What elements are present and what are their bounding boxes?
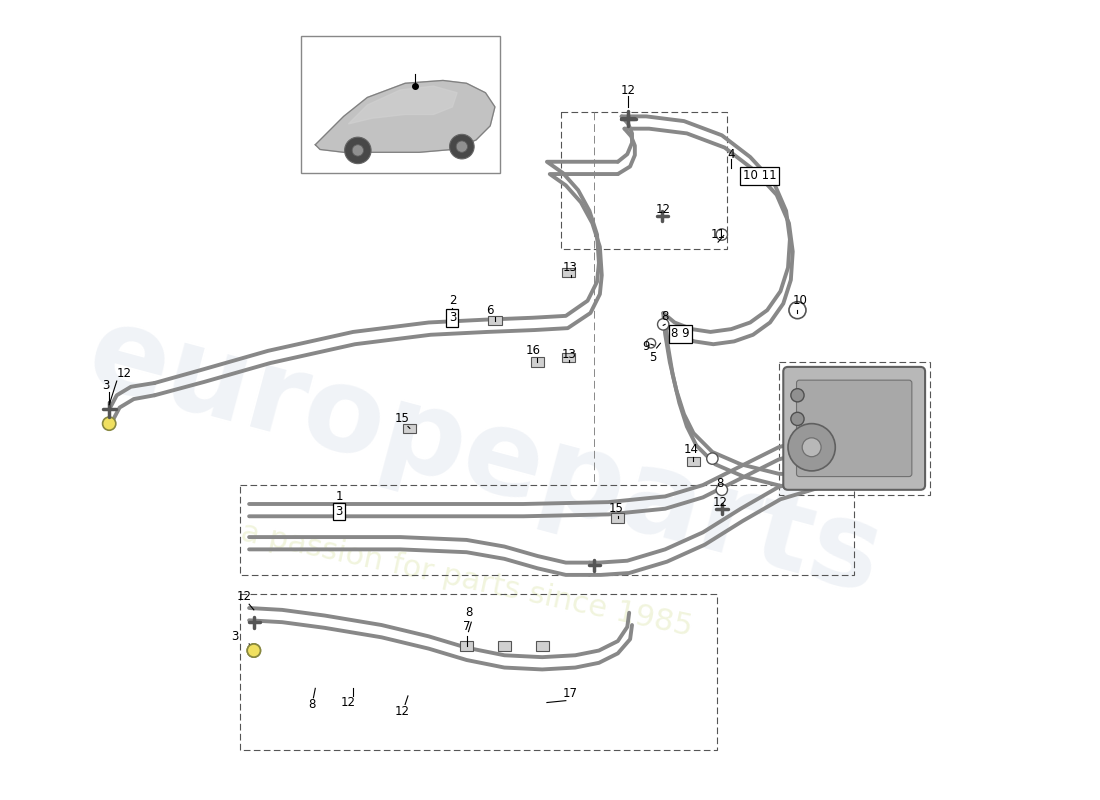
Text: 12: 12: [117, 367, 132, 380]
Text: 12: 12: [236, 590, 252, 603]
Circle shape: [456, 141, 468, 152]
Text: 16: 16: [525, 344, 540, 358]
Bar: [240, 594, 717, 750]
Text: 6: 6: [486, 304, 494, 317]
Text: 12: 12: [395, 706, 410, 718]
Text: 5: 5: [649, 351, 657, 364]
Bar: [612, 514, 625, 523]
Text: 13: 13: [561, 348, 576, 361]
FancyBboxPatch shape: [796, 380, 912, 477]
Bar: [562, 353, 575, 362]
Circle shape: [791, 412, 804, 426]
Text: 1: 1: [336, 490, 343, 503]
Text: 11: 11: [711, 228, 726, 241]
Text: 3: 3: [336, 505, 342, 518]
Circle shape: [248, 644, 261, 657]
Text: 13: 13: [563, 261, 578, 274]
Text: 10: 10: [793, 294, 807, 307]
Text: 2: 2: [449, 294, 456, 307]
Text: 8: 8: [308, 698, 316, 711]
Circle shape: [789, 302, 806, 318]
Text: 3: 3: [449, 311, 456, 324]
Text: 15: 15: [608, 502, 624, 515]
Circle shape: [706, 453, 718, 464]
Text: 15: 15: [395, 413, 409, 426]
Circle shape: [802, 438, 821, 457]
Bar: [404, 424, 417, 433]
Bar: [779, 362, 930, 494]
Bar: [240, 485, 855, 575]
Bar: [562, 268, 575, 277]
Text: 3: 3: [231, 630, 239, 643]
Text: 12: 12: [341, 696, 356, 709]
Text: 7: 7: [463, 621, 471, 634]
Text: 14: 14: [684, 442, 700, 456]
Circle shape: [788, 424, 835, 471]
Text: 12: 12: [656, 202, 671, 215]
Text: a passion for parts since 1985: a passion for parts since 1985: [238, 518, 695, 642]
Circle shape: [646, 338, 656, 348]
Circle shape: [716, 484, 727, 495]
Bar: [531, 358, 544, 367]
Circle shape: [248, 644, 261, 657]
Bar: [561, 112, 727, 249]
Circle shape: [352, 145, 363, 156]
Text: 8 9: 8 9: [671, 327, 690, 340]
Text: 3: 3: [101, 379, 109, 392]
Text: 8: 8: [716, 477, 724, 490]
Text: europeparts: europeparts: [76, 295, 894, 618]
Circle shape: [102, 417, 116, 430]
Circle shape: [716, 229, 727, 240]
Circle shape: [450, 134, 474, 159]
Circle shape: [658, 318, 669, 330]
FancyBboxPatch shape: [783, 367, 925, 490]
Bar: [536, 641, 549, 650]
Text: 10 11: 10 11: [742, 170, 777, 182]
Bar: [488, 316, 502, 326]
Text: 9: 9: [642, 340, 650, 353]
Text: 12: 12: [713, 496, 727, 509]
Text: 8: 8: [661, 310, 669, 323]
Bar: [686, 457, 700, 466]
Text: 4: 4: [727, 148, 735, 161]
Text: 12: 12: [620, 84, 636, 98]
Polygon shape: [316, 81, 495, 152]
Text: 17: 17: [563, 686, 579, 699]
Bar: [498, 641, 512, 650]
Circle shape: [791, 389, 804, 402]
Circle shape: [344, 137, 371, 164]
Bar: [301, 36, 499, 173]
Text: 8: 8: [465, 606, 472, 619]
Bar: [460, 641, 473, 650]
Polygon shape: [349, 86, 458, 124]
